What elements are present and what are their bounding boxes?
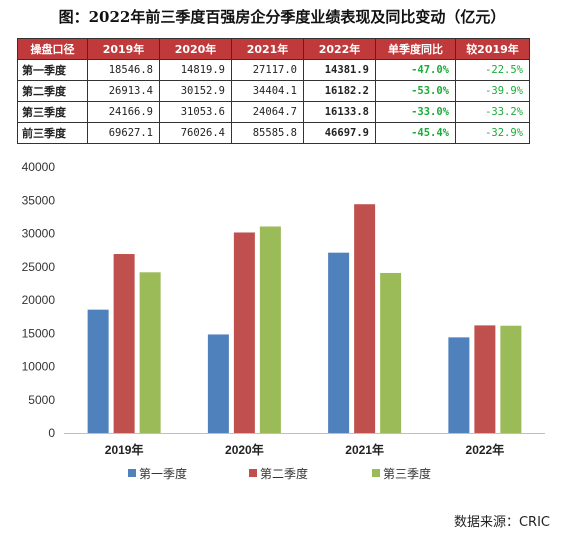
cell-vs2019: -32.9%	[455, 122, 530, 144]
legend-label: 第二季度	[260, 466, 308, 481]
cell-yoy: -47.0%	[375, 59, 456, 81]
bar	[328, 252, 350, 433]
y-tick-label: 0	[48, 426, 55, 440]
row-label: 第二季度	[17, 80, 88, 102]
bar	[380, 272, 402, 433]
col-header: 单季度同比	[375, 38, 456, 60]
bar	[354, 204, 376, 433]
col-header: 2020年	[159, 38, 232, 60]
bar	[474, 325, 496, 433]
bar	[500, 325, 522, 433]
legend-label: 第三季度	[383, 466, 431, 481]
x-tick-label: 2022年	[466, 442, 505, 457]
row-label: 第三季度	[17, 101, 88, 123]
table-row: 第一季度 18546.8 14819.9 27117.0 14381.9 -47…	[17, 59, 530, 81]
y-tick-label: 10000	[22, 360, 56, 374]
cell-yoy: -45.4%	[375, 122, 456, 144]
cell-2021: 24064.7	[231, 101, 304, 123]
table-row: 前三季度 69627.1 76026.4 85585.8 46697.9 -45…	[17, 122, 530, 144]
cell-yoy: -33.0%	[375, 101, 456, 123]
y-tick-label: 5000	[28, 393, 55, 407]
table-row: 第二季度 26913.4 30152.9 34404.1 16182.2 -53…	[17, 80, 530, 102]
cell-2020: 76026.4	[159, 122, 232, 144]
cell-2022: 16182.2	[303, 80, 376, 102]
col-header: 2022年	[303, 38, 376, 60]
row-label: 第一季度	[17, 59, 88, 81]
col-header: 操盘口径	[17, 38, 88, 60]
cell-vs2019: -22.5%	[455, 59, 530, 81]
cell-2022: 16133.8	[303, 101, 376, 123]
cell-2020: 14819.9	[159, 59, 232, 81]
bar	[87, 309, 109, 433]
cell-vs2019: -33.2%	[455, 101, 530, 123]
legend-swatch	[372, 469, 380, 477]
bar	[233, 232, 255, 433]
y-tick-label: 40000	[22, 160, 56, 174]
x-tick-label: 2020年	[225, 442, 264, 457]
table-row: 第三季度 24166.9 31053.6 24064.7 16133.8 -33…	[17, 101, 530, 123]
cell-vs2019: -39.9%	[455, 80, 530, 102]
cell-2019: 18546.8	[87, 59, 160, 81]
cell-2020: 31053.6	[159, 101, 232, 123]
legend-swatch	[128, 469, 136, 477]
row-label: 前三季度	[17, 122, 88, 144]
y-tick-label: 15000	[22, 326, 56, 340]
bar	[207, 334, 229, 433]
cell-2022: 14381.9	[303, 59, 376, 81]
cell-2020: 30152.9	[159, 80, 232, 102]
cell-2021: 85585.8	[231, 122, 304, 144]
cell-yoy: -53.0%	[375, 80, 456, 102]
y-tick-label: 35000	[22, 193, 56, 207]
cell-2019: 26913.4	[87, 80, 160, 102]
col-header: 2019年	[87, 38, 160, 60]
table-header-row: 操盘口径 2019年 2020年 2021年 2022年 单季度同比 较2019…	[17, 38, 530, 60]
cell-2021: 34404.1	[231, 80, 304, 102]
y-tick-label: 25000	[22, 260, 56, 274]
bar	[259, 226, 281, 433]
page-title: 图：2022年前三季度百强房企分季度业绩表现及同比变动（亿元）	[58, 8, 506, 26]
cell-2019: 24166.9	[87, 101, 160, 123]
bar	[448, 337, 470, 433]
data-source: 数据来源：CRIC	[453, 515, 550, 530]
legend-label: 第一季度	[139, 466, 187, 481]
y-tick-label: 30000	[22, 227, 56, 241]
y-tick-label: 20000	[22, 293, 56, 307]
legend-swatch	[249, 469, 257, 477]
cell-2019: 69627.1	[87, 122, 160, 144]
x-tick-label: 2021年	[345, 442, 384, 457]
cell-2021: 27117.0	[231, 59, 304, 81]
bar	[139, 272, 161, 433]
col-header: 2021年	[231, 38, 304, 60]
performance-table: 操盘口径 2019年 2020年 2021年 2022年 单季度同比 较2019…	[17, 38, 530, 144]
cell-2022: 46697.9	[303, 122, 376, 144]
bar	[113, 254, 135, 433]
x-tick-label: 2019年	[105, 442, 144, 457]
col-header: 较2019年	[455, 38, 530, 60]
bar-chart: 0 5000 10000 15000 20000 25000 30000 35000 40000…	[22, 160, 545, 481]
